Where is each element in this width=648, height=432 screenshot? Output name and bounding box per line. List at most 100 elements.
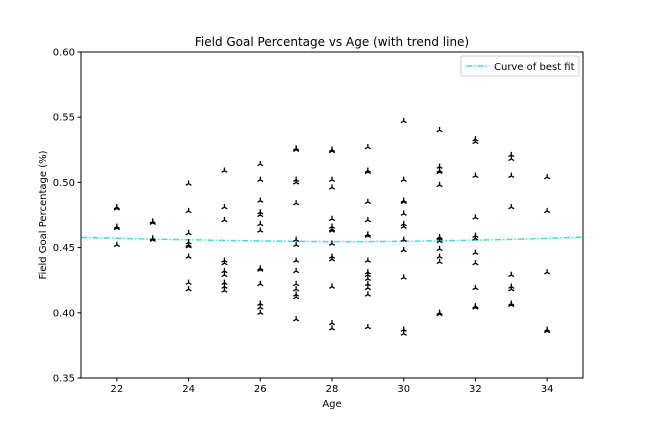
- data-point: [436, 237, 443, 244]
- data-point: [221, 287, 228, 293]
- y-tick-label: 0.55: [53, 113, 75, 124]
- data-point: [257, 266, 264, 272]
- data-point: [257, 160, 264, 167]
- y-tick-label: 0.35: [53, 374, 75, 385]
- data-point: [364, 168, 371, 175]
- data-point: [508, 151, 515, 158]
- data-point: [293, 316, 300, 322]
- data-point: [328, 227, 336, 233]
- data-point: [221, 167, 228, 173]
- x-tick-label: 24: [182, 384, 195, 395]
- data-point: [400, 176, 407, 182]
- data-point: [328, 283, 336, 289]
- data-point: [472, 172, 479, 179]
- data-point: [293, 146, 300, 152]
- data-point: [257, 300, 264, 306]
- data-point: [364, 275, 371, 282]
- data-point: [472, 249, 479, 255]
- legend-label-trend: Curve of best fit: [494, 62, 575, 73]
- x-tick-label: 30: [397, 384, 410, 395]
- data-point: [293, 267, 300, 274]
- data-point: [185, 230, 192, 236]
- data-point: [293, 280, 300, 287]
- data-point: [221, 267, 228, 274]
- data-point: [257, 211, 264, 218]
- data-point: [508, 286, 515, 292]
- data-point: [293, 236, 300, 242]
- data-point: [293, 257, 300, 263]
- data-point: [436, 181, 443, 188]
- data-point: [257, 197, 264, 203]
- data-point: [472, 214, 479, 220]
- data-point: [185, 253, 192, 259]
- data-point: [364, 232, 371, 239]
- y-tick-label: 0.40: [53, 308, 75, 319]
- data-point: [185, 286, 192, 292]
- data-point: [113, 205, 120, 211]
- data-point: [544, 269, 551, 275]
- data-point: [257, 227, 264, 233]
- x-tick-label: 34: [541, 384, 554, 395]
- x-tick-label: 26: [254, 384, 267, 395]
- data-point: [185, 279, 192, 285]
- data-point: [328, 147, 336, 154]
- data-point: [257, 220, 264, 227]
- data-point: [364, 323, 371, 330]
- data-point: [508, 203, 515, 210]
- data-point: [364, 271, 371, 278]
- data-point: [364, 198, 371, 205]
- data-point: [149, 219, 156, 225]
- y-tick-label: 0.45: [53, 243, 75, 254]
- data-point: [544, 173, 551, 180]
- y-axis-label: Field Goal Percentage (%): [38, 150, 49, 279]
- data-point: [149, 236, 156, 242]
- data-point: [185, 243, 192, 249]
- trend-line: [80, 236, 584, 243]
- data-point: [185, 207, 192, 214]
- data-point: [436, 253, 443, 259]
- data-point: [436, 258, 443, 265]
- data-point: [328, 184, 336, 190]
- data-point: [328, 320, 336, 326]
- data-point: [364, 217, 371, 223]
- data-point: [113, 224, 120, 231]
- y-tick-label: 0.50: [53, 178, 75, 189]
- data-point: [400, 330, 407, 336]
- data-point: [472, 284, 479, 291]
- data-point: [328, 240, 336, 246]
- data-point: [364, 143, 371, 150]
- data-point: [436, 310, 443, 317]
- data-point: [221, 271, 228, 278]
- data-point: [472, 260, 479, 266]
- x-tick-label: 28: [326, 384, 339, 395]
- data-point: [400, 223, 407, 229]
- data-point: [400, 210, 407, 216]
- legend: Curve of best fit: [460, 55, 580, 77]
- data-point: [400, 117, 407, 124]
- data-point: [221, 283, 228, 289]
- data-point: [400, 274, 407, 280]
- data-point: [328, 256, 336, 262]
- data-point: [472, 235, 479, 241]
- data-point: [508, 155, 515, 162]
- data-point: [472, 138, 479, 145]
- data-point: [364, 284, 371, 291]
- data-point: [508, 301, 515, 308]
- data-point: [328, 176, 336, 182]
- data-point: [221, 279, 228, 285]
- data-point: [221, 217, 228, 223]
- data-point: [185, 180, 192, 186]
- x-axis-label: Age: [322, 399, 341, 410]
- data-point: [436, 163, 443, 169]
- data-point: [400, 198, 407, 205]
- data-point: [293, 200, 300, 206]
- data-point: [508, 271, 515, 278]
- data-point: [221, 203, 228, 210]
- data-point: [436, 127, 443, 133]
- data-point: [293, 286, 300, 292]
- data-point: [257, 176, 264, 182]
- data-point: [364, 291, 371, 297]
- data-point: [472, 304, 479, 310]
- data-point: [544, 327, 551, 334]
